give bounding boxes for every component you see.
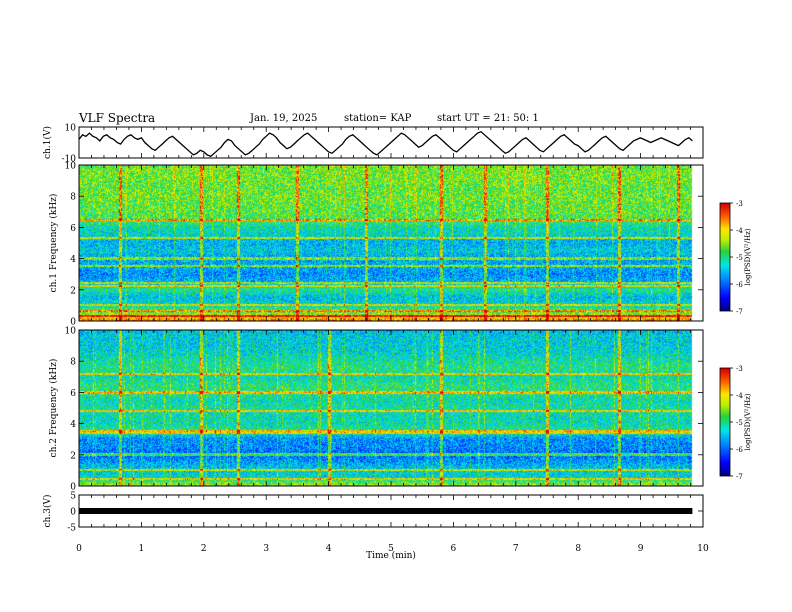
ch1-freq-y-tick-label: 2 bbox=[70, 286, 76, 296]
x-tick-label: 9 bbox=[638, 544, 644, 554]
ch2-freq-y-tick-label: 2 bbox=[70, 451, 76, 461]
ch2-freq-y-tick-label: 8 bbox=[70, 358, 76, 368]
x-tick-label: 8 bbox=[575, 544, 581, 554]
panel-frame-1 bbox=[78, 164, 704, 322]
ch2-freq-y-tick-label: 4 bbox=[70, 420, 76, 430]
x-tick-label: 4 bbox=[326, 544, 332, 554]
colorbar-tick-label: -6 bbox=[736, 446, 743, 454]
x-tick-label: 5 bbox=[388, 544, 394, 554]
colorbar-label: log(PSD)(V²/Hz) bbox=[744, 393, 752, 450]
ch1-colorbar-image bbox=[720, 203, 730, 311]
x-axis-label: Time (min) bbox=[366, 550, 416, 561]
ch3-voltage-y-tick-label: -5 bbox=[67, 524, 76, 534]
x-tick-label: 6 bbox=[451, 544, 457, 554]
colorbar-frame-0 bbox=[719, 202, 731, 312]
ch3-voltage-ylabel: ch.3(V) bbox=[42, 495, 53, 528]
ch1-freq-y-tick-label: 4 bbox=[70, 255, 76, 265]
ch2-freq-y-tick-label: 0 bbox=[70, 483, 76, 493]
x-tick-label: 1 bbox=[139, 544, 145, 554]
ch2-spectrogram-image bbox=[79, 330, 703, 486]
colorbar-tick-label: -7 bbox=[736, 473, 743, 481]
x-tick-label: 7 bbox=[513, 544, 519, 554]
colorbar-tick-label: -7 bbox=[736, 308, 743, 316]
ch1-freq-y-tick-label: 0 bbox=[70, 318, 76, 328]
ch1-voltage-trace bbox=[78, 130, 693, 158]
ch1-freq-y-tick-label: 8 bbox=[70, 193, 76, 203]
ch1-freq-y-tick-label: 6 bbox=[70, 224, 76, 234]
colorbar-tick-label: -6 bbox=[736, 281, 743, 289]
date-label: Jan. 19, 2025 bbox=[250, 113, 318, 124]
station-label: station= KAP bbox=[344, 113, 412, 124]
ch1-freq-y-tick-label: 10 bbox=[65, 162, 77, 172]
ch2-freq-y-tick-label: 10 bbox=[65, 327, 77, 337]
start-ut-label: start UT = 21: 50: 1 bbox=[437, 113, 539, 124]
ch2-spectrogram-ylabel: ch.2 Frequency (kHz) bbox=[48, 359, 59, 458]
panel-frame-2 bbox=[78, 329, 704, 487]
ch1-voltage-y-tick-label: -10 bbox=[62, 155, 77, 165]
colorbar-label: log(PSD)(V²/Hz) bbox=[744, 228, 752, 285]
ch1-voltage-ylabel: ch.1(V) bbox=[42, 126, 53, 159]
ch3-voltage-y-tick-label: 0 bbox=[70, 508, 76, 518]
ch1-voltage-y-tick-label: 10 bbox=[65, 124, 77, 134]
ch2-freq-y-tick-label: 6 bbox=[70, 389, 76, 399]
ch1-spectrogram-image bbox=[79, 165, 703, 321]
colorbar-frame-1 bbox=[719, 367, 731, 477]
colorbar-tick-label: -5 bbox=[736, 254, 743, 262]
colorbar-tick-label: -4 bbox=[736, 392, 743, 400]
colorbar-tick-label: -3 bbox=[736, 365, 743, 373]
x-tick-label: 3 bbox=[263, 544, 269, 554]
x-tick-label: 10 bbox=[697, 544, 709, 554]
ch2-colorbar-image bbox=[720, 368, 730, 476]
ch3-voltage-y-tick-label: 5 bbox=[70, 492, 76, 502]
colorbar-tick-label: -4 bbox=[736, 227, 743, 235]
colorbar-tick-label: -5 bbox=[736, 419, 743, 427]
x-tick-label: 0 bbox=[76, 544, 82, 554]
chart-title: VLF Spectra bbox=[79, 111, 156, 125]
colorbar-tick-label: -3 bbox=[736, 200, 743, 208]
ch1-spectrogram-ylabel: ch.1 Frequency (kHz) bbox=[48, 194, 59, 293]
x-tick-label: 2 bbox=[201, 544, 207, 554]
